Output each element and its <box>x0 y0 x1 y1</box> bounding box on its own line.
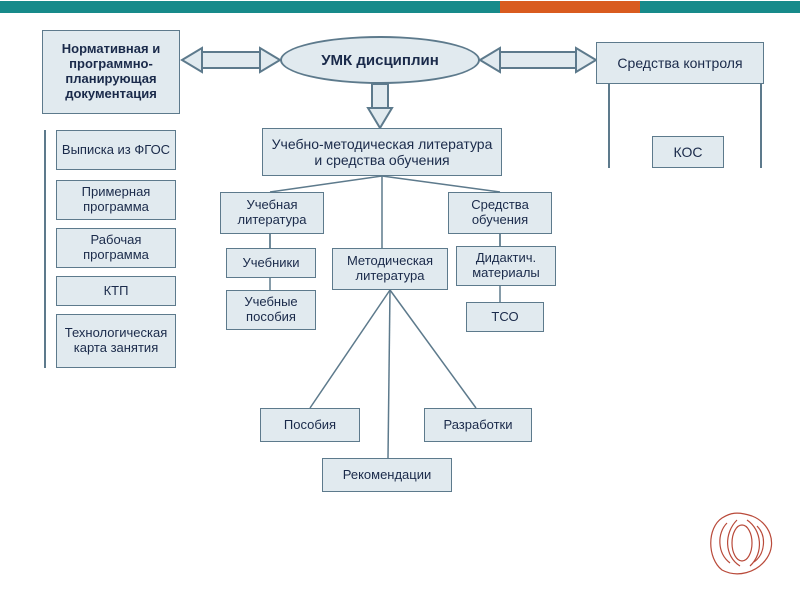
node-label: Учебники <box>243 256 300 271</box>
node-sredob: Средства обучения <box>448 192 552 234</box>
node-label: Учебная литература <box>225 198 319 228</box>
node-label: КОС <box>674 144 703 160</box>
node-label: Рекомендации <box>343 468 432 483</box>
node-tso: ТСО <box>466 302 544 332</box>
node-uchposob: Учебные пособия <box>226 290 316 330</box>
node-label: Выписка из ФГОС <box>62 143 170 158</box>
node-label: Учебные пособия <box>231 295 311 325</box>
logo-icon <box>702 508 782 578</box>
bracket-1 <box>608 84 610 168</box>
node-label: Средства контроля <box>617 55 742 71</box>
node-uchebniki: Учебники <box>226 248 316 278</box>
node-root: УМК дисциплин <box>280 36 480 84</box>
node-label: Рабочая программа <box>61 233 171 263</box>
node-control: Средства контроля <box>596 42 764 84</box>
node-uchlit: Учебная литература <box>220 192 324 234</box>
node-norm: Нормативная и программно-планирующая док… <box>42 30 180 114</box>
node-posobiya: Пособия <box>260 408 360 442</box>
node-example: Примерная программа <box>56 180 176 220</box>
node-metodlit: Методическая литература <box>332 248 448 290</box>
node-label: Разработки <box>443 418 512 433</box>
node-fgos: Выписка из ФГОС <box>56 130 176 170</box>
node-label: Средства обучения <box>453 198 547 228</box>
node-techcard: Технологическая карта занятия <box>56 314 176 368</box>
node-label: Методическая литература <box>337 254 443 284</box>
node-label: КТП <box>104 284 129 299</box>
node-didakt: Дидактич. материалы <box>456 246 556 286</box>
bracket-0 <box>44 130 46 368</box>
node-label: Дидактич. материалы <box>461 251 551 281</box>
node-work: Рабочая программа <box>56 228 176 268</box>
node-label: Технологическая карта занятия <box>61 326 171 356</box>
node-razrabotki: Разработки <box>424 408 532 442</box>
node-label: Примерная программа <box>61 185 171 215</box>
top-color-bar <box>0 0 800 12</box>
bracket-2 <box>760 84 762 168</box>
node-label: Учебно-методическая литература и средств… <box>267 136 497 168</box>
node-rekom: Рекомендации <box>322 458 452 492</box>
node-label: Нормативная и программно-планирующая док… <box>47 42 175 102</box>
node-label: ТСО <box>491 310 518 325</box>
node-ktp: КТП <box>56 276 176 306</box>
node-label: УМК дисциплин <box>321 52 439 69</box>
node-kos: КОС <box>652 136 724 168</box>
node-umlit: Учебно-методическая литература и средств… <box>262 128 502 176</box>
node-label: Пособия <box>284 418 336 433</box>
